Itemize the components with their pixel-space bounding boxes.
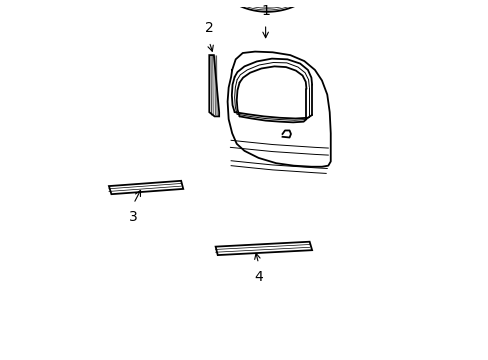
- Text: 1: 1: [261, 4, 269, 18]
- Text: 4: 4: [254, 270, 263, 284]
- Text: 3: 3: [129, 210, 138, 224]
- Text: 2: 2: [204, 21, 213, 35]
